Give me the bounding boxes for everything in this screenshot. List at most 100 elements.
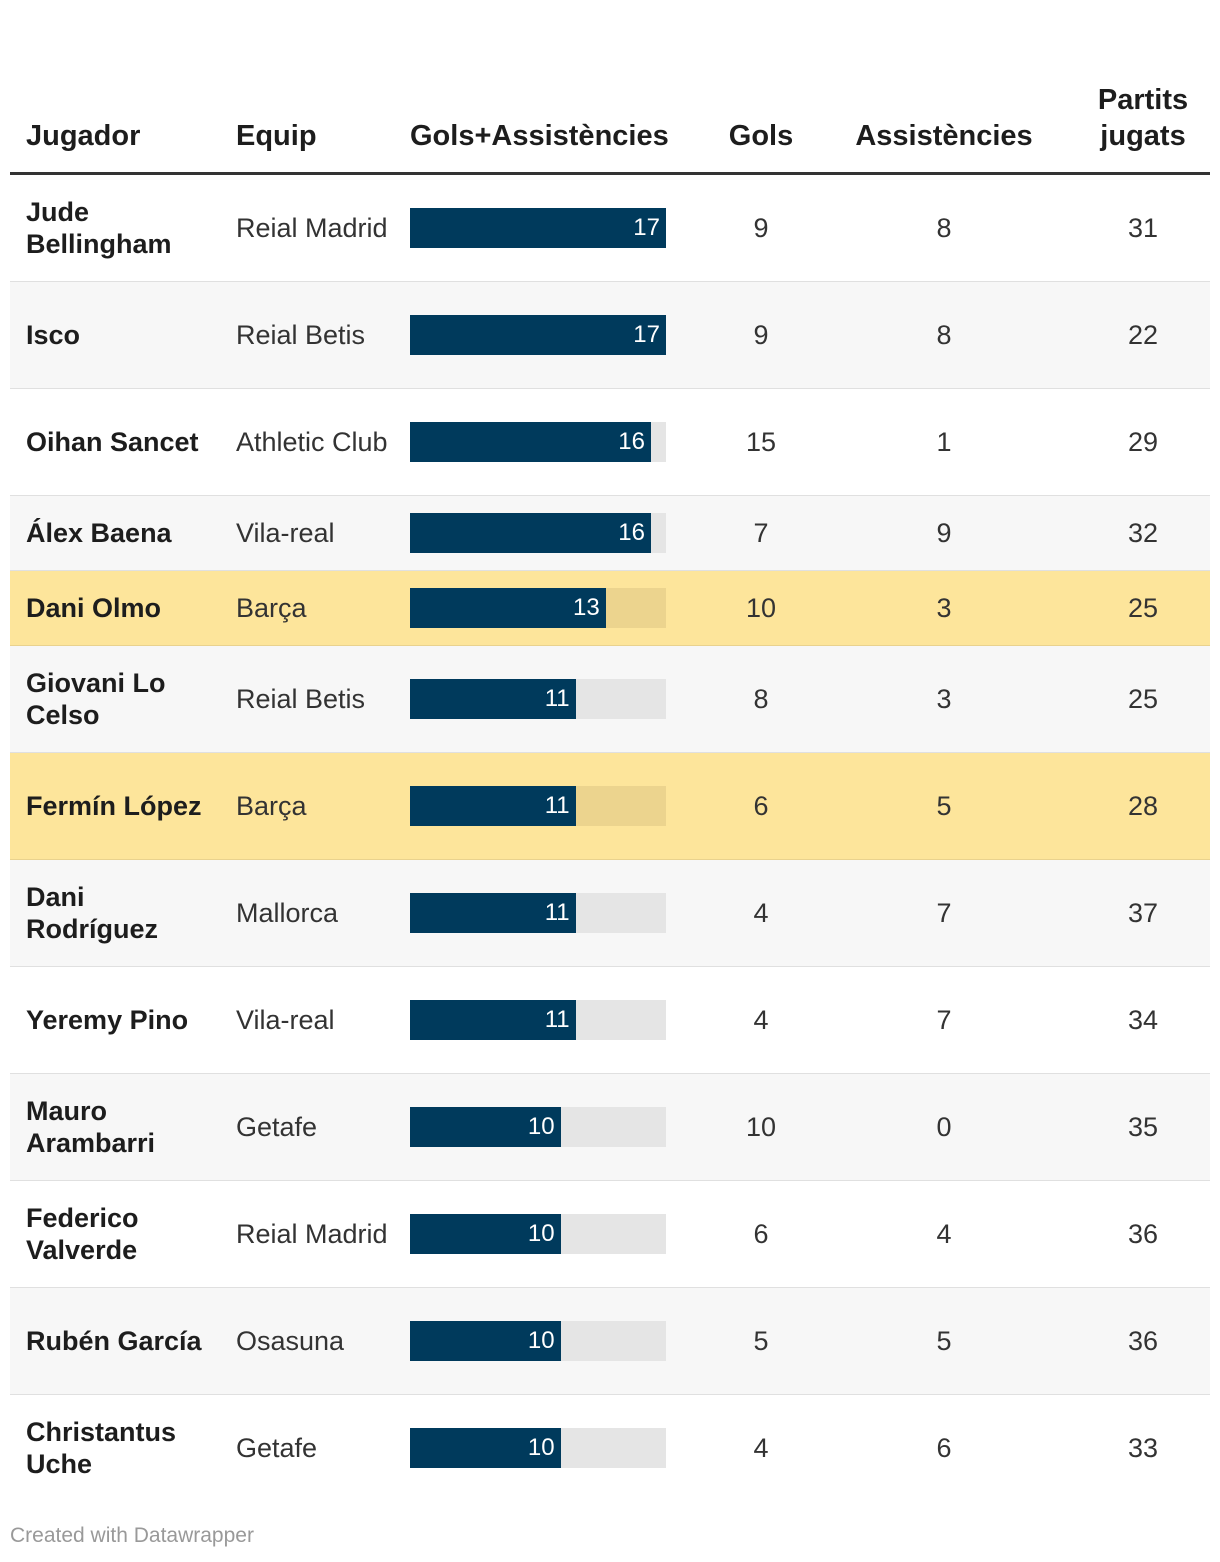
matches-played-value: 36: [1127, 1219, 1159, 1249]
matches-played-value: 28: [1127, 791, 1159, 821]
table-row: Oihan Sancet Athletic Club 16 15 1 29: [10, 389, 1210, 496]
assists-value: 7: [936, 1005, 952, 1035]
goals-assists-bar: 10: [410, 1107, 561, 1147]
header-player[interactable]: Jugador: [26, 120, 141, 152]
team-name: Reial Betis: [236, 684, 366, 714]
table-body: Jude Bellingham Reial Madrid 17 9 8 3 1 Isco Rei…: [10, 175, 1210, 1501]
goals-assists-bar-track: 16: [410, 422, 666, 462]
header-goals[interactable]: Gols: [728, 120, 794, 152]
table-header: Jugador Equip Gols+Assistències Gols Ass…: [10, 80, 1210, 175]
goals-assists-bar-track: 17: [410, 208, 666, 248]
goals-assists-value: 10: [527, 1327, 555, 1354]
goals-assists-value: 11: [544, 1006, 570, 1033]
goals-assists-bar: 11: [410, 893, 576, 933]
table-row: Álex Baena Vila-real 16 7 9 32: [10, 496, 1210, 571]
player-name: Giovani Lo Celso: [26, 668, 166, 730]
goals-value: 4: [753, 1433, 769, 1463]
goals-assists-bar: 10: [410, 1214, 561, 1254]
team-name: Mallorca: [236, 898, 339, 928]
team-name: Getafe: [236, 1112, 318, 1142]
assists-value: 3: [936, 684, 952, 714]
goals-assists-bar-track: 11: [410, 786, 666, 826]
matches-played-value: 34: [1127, 1005, 1159, 1035]
table-row: Christantus Uche Getafe 10 4 6 33: [10, 1395, 1210, 1501]
team-name: Barça: [236, 791, 307, 821]
table-row: Fermín López Barça 11 6 5 28: [10, 753, 1210, 860]
table-row: Jude Bellingham Reial Madrid 17 9 8 31: [10, 175, 1210, 282]
player-name: Isco: [26, 320, 81, 350]
goals-assists-bar: 17: [410, 208, 666, 248]
player-name: Álex Baena: [26, 518, 172, 548]
header-assists[interactable]: Assistències: [855, 120, 1033, 152]
goals-assists-bar-track: 10: [410, 1321, 666, 1361]
team-name: Reial Madrid: [236, 1219, 388, 1249]
goals-assists-value: 11: [544, 899, 570, 926]
assists-value: 6: [936, 1433, 952, 1463]
assists-value: 3: [936, 593, 952, 623]
player-name: Oihan Sancet: [26, 427, 199, 457]
goals-assists-value: 16: [618, 428, 645, 455]
assists-value: 5: [936, 791, 952, 821]
matches-played-value: 29: [1127, 427, 1159, 457]
team-name: Reial Betis: [236, 320, 366, 350]
goals-value: 4: [753, 898, 769, 928]
goals-value: 6: [753, 1219, 769, 1249]
goals-assists-bar: 10: [410, 1321, 561, 1361]
goals-value: 10: [745, 593, 777, 623]
goals-assists-value: 17: [633, 321, 660, 348]
assists-value: 9: [936, 518, 952, 548]
goals-assists-bar-track: 13: [410, 588, 666, 628]
goals-assists-bar: 11: [410, 679, 576, 719]
player-name: Mauro Arambarri: [26, 1096, 156, 1158]
matches-played-value: 36: [1127, 1326, 1159, 1356]
player-name: Christantus Uche: [26, 1417, 177, 1479]
header-matches-played[interactable]: Partits jugats: [1097, 84, 1189, 152]
team-name: Vila-real: [236, 1005, 335, 1035]
matches-played-value: 22: [1127, 320, 1159, 350]
goals-value: 9: [753, 213, 769, 243]
goals-assists-value: 17: [633, 214, 660, 241]
goals-assists-bar: 16: [410, 422, 651, 462]
table-row: Dani Olmo Barça 13 10 3 25: [10, 571, 1210, 646]
goals-value: 5: [753, 1326, 769, 1356]
matches-played-value: 32: [1127, 518, 1159, 548]
goals-value: 7: [753, 518, 769, 548]
goals-assists-bar-track: 11: [410, 1000, 666, 1040]
goals-assists-bar-track: 16: [410, 513, 666, 553]
goals-assists-bar-track: 11: [410, 893, 666, 933]
team-name: Barça: [236, 593, 307, 623]
goals-assists-bar-track: 17: [410, 315, 666, 355]
goals-assists-bar: 16: [410, 513, 651, 553]
player-name: Dani Olmo: [26, 593, 162, 623]
matches-played-value: 25: [1127, 593, 1159, 623]
goals-assists-value: 10: [527, 1434, 555, 1461]
player-name: Dani Rodríguez: [26, 882, 158, 944]
datawrapper-credit[interactable]: Created with Datawrapper: [10, 1524, 254, 1547]
table-row: Yeremy Pino Vila-real 11 4 7 34: [10, 967, 1210, 1074]
header-goals-assists[interactable]: Gols+Assistències: [410, 120, 669, 152]
goals-value: 10: [745, 1112, 777, 1142]
matches-played-value: 33: [1127, 1433, 1159, 1463]
goals-assists-value: 10: [527, 1220, 555, 1247]
goals-assists-bar-track: 11: [410, 679, 666, 719]
goals-assists-value: 11: [544, 685, 570, 712]
goals-assists-value: 10: [527, 1113, 555, 1140]
table-row: Isco Reial Betis 17 9 8 22: [10, 282, 1210, 389]
assists-value: 8: [936, 320, 952, 350]
assists-value: 8: [936, 213, 952, 243]
assists-value: 4: [936, 1219, 952, 1249]
matches-played-value: 25: [1127, 684, 1159, 714]
stats-table: Jugador Equip Gols+Assistències Gols Ass…: [10, 80, 1210, 1501]
assists-value: 5: [936, 1326, 952, 1356]
goals-assists-bar: 10: [410, 1428, 561, 1468]
header-team[interactable]: Equip: [236, 120, 317, 152]
team-name: Vila-real: [236, 518, 335, 548]
assists-value: 1: [936, 427, 952, 457]
goals-assists-bar-track: 10: [410, 1107, 666, 1147]
goals-assists-bar-track: 10: [410, 1428, 666, 1468]
player-name: Rubén García: [26, 1326, 202, 1356]
team-name: Getafe: [236, 1433, 318, 1463]
player-name: Jude Bellingham: [26, 197, 172, 259]
goals-value: 4: [753, 1005, 769, 1035]
assists-value: 7: [936, 898, 952, 928]
